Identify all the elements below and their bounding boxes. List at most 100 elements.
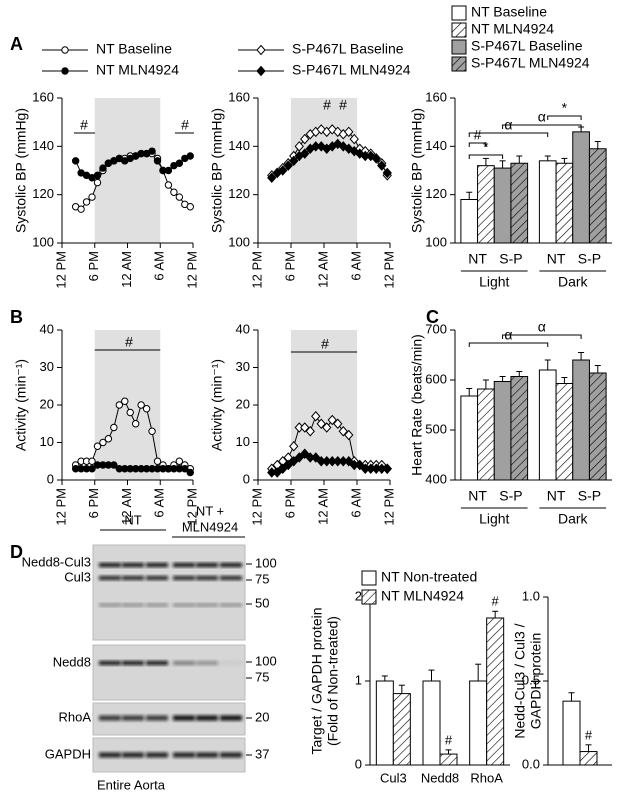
lane-group-label: MLN4924: [182, 519, 238, 534]
x-tick-label: 12 PM: [381, 488, 396, 526]
bar: [510, 376, 529, 481]
bar: [460, 199, 479, 244]
y-tick-label: 10: [236, 434, 250, 449]
legend-swatch: [451, 56, 467, 72]
marker: [175, 193, 184, 201]
x-tick-label: NT: [547, 488, 566, 504]
x-tick-label: 12 PM: [381, 251, 396, 289]
legend-label: NT Baseline: [96, 41, 172, 57]
marker: [131, 420, 140, 428]
mw-label: 75: [255, 669, 269, 684]
x-tick-label: S-P: [499, 251, 522, 267]
marker: [104, 435, 113, 443]
x-tick-label: Nedd8: [421, 770, 459, 785]
annotation: *: [483, 139, 489, 155]
marker: [115, 401, 124, 409]
bar: [493, 381, 512, 481]
blot-band: [99, 661, 121, 665]
legend-swatch: [451, 39, 467, 55]
y-tick-label: 600: [425, 371, 447, 386]
marker: [93, 178, 102, 187]
x-tick-label: 6 PM: [282, 251, 297, 281]
y-axis-label: (Fold of Non-treated): [325, 616, 341, 746]
y-tick-label: 500: [425, 421, 447, 436]
bar: [439, 753, 458, 766]
blot-row-label: Nedd8: [53, 654, 91, 669]
blot-band: [173, 563, 195, 567]
panel-label: B: [10, 307, 23, 327]
y-axis-label: Systolic BP (mmHg): [409, 108, 425, 233]
y-tick-label: 140: [425, 138, 447, 153]
marker: [305, 425, 315, 437]
mw-label: 50: [255, 595, 269, 610]
x-tick-label: 6 AM: [348, 488, 363, 518]
x-tick-label: 12 PM: [53, 251, 68, 289]
marker: [110, 461, 118, 469]
x-tick-label: 6 PM: [282, 488, 297, 518]
marker: [186, 203, 194, 211]
bar: [562, 700, 581, 766]
annotation: #: [181, 117, 189, 133]
bar: [375, 680, 394, 766]
x-tick-label: RhoA: [470, 770, 503, 785]
x-tick-label: NT: [547, 251, 566, 267]
blot-band: [122, 563, 144, 567]
marker: [344, 429, 354, 441]
x-tick-label: S-P: [578, 488, 601, 504]
marker: [93, 442, 102, 450]
bar: [469, 680, 488, 766]
blot-band: [173, 715, 195, 721]
y-tick-label: 120: [425, 186, 447, 201]
x-tick-label: 12 AM: [119, 251, 134, 288]
marker: [186, 468, 194, 477]
marker: [300, 133, 310, 145]
y-tick-label: 2: [355, 588, 362, 603]
y-tick-label: 140: [32, 138, 54, 153]
annotation: α: [538, 319, 546, 335]
marker: [344, 455, 354, 467]
blot-band: [196, 752, 218, 758]
marker: [377, 160, 387, 171]
lane-group-label: NT +: [196, 503, 224, 518]
x-tick-label: 12 PM: [249, 251, 264, 289]
y-tick-label: 40: [236, 321, 250, 336]
marker: [278, 165, 288, 176]
marker: [99, 164, 107, 172]
x-tick-label: 6 AM: [152, 251, 167, 281]
group-label: Dark: [558, 274, 589, 290]
blot-band: [173, 603, 195, 607]
x-tick-label: Cul3: [380, 770, 407, 785]
x-tick-label: 6 AM: [152, 488, 167, 518]
blot-band: [196, 576, 218, 580]
blot-band: [220, 715, 242, 721]
y-tick-label: 140: [228, 138, 250, 153]
marker: [289, 440, 299, 452]
bar: [572, 359, 590, 481]
marker: [164, 166, 173, 175]
mw-label: 37: [255, 746, 269, 761]
legend-label: NT MLN4924: [471, 21, 554, 37]
x-tick-label: S-P: [499, 488, 522, 504]
marker: [88, 193, 96, 201]
y-tick-label: 20: [40, 396, 54, 411]
y-tick-label: 0: [243, 471, 250, 486]
blot-band: [99, 752, 121, 758]
marker: [300, 448, 310, 460]
y-axis-label: Nedd-Cul3 / Cul3 /: [512, 623, 528, 738]
y-axis-label: Systolic BP (mmHg): [13, 108, 29, 233]
marker: [333, 418, 343, 430]
bar: [493, 167, 512, 244]
bar: [588, 372, 607, 481]
marker: [256, 65, 266, 77]
panel-label: D: [10, 542, 23, 562]
marker: [77, 205, 85, 213]
annotation: #: [323, 97, 331, 113]
shaded-region: [291, 98, 357, 243]
annotation: #: [474, 127, 482, 143]
marker: [121, 397, 129, 405]
legend-swatch: [361, 589, 377, 605]
x-tick-label: 12 PM: [53, 488, 68, 526]
annotation-bracket: [468, 132, 549, 137]
marker: [61, 67, 69, 75]
y-tick-label: 0.0: [522, 756, 540, 771]
